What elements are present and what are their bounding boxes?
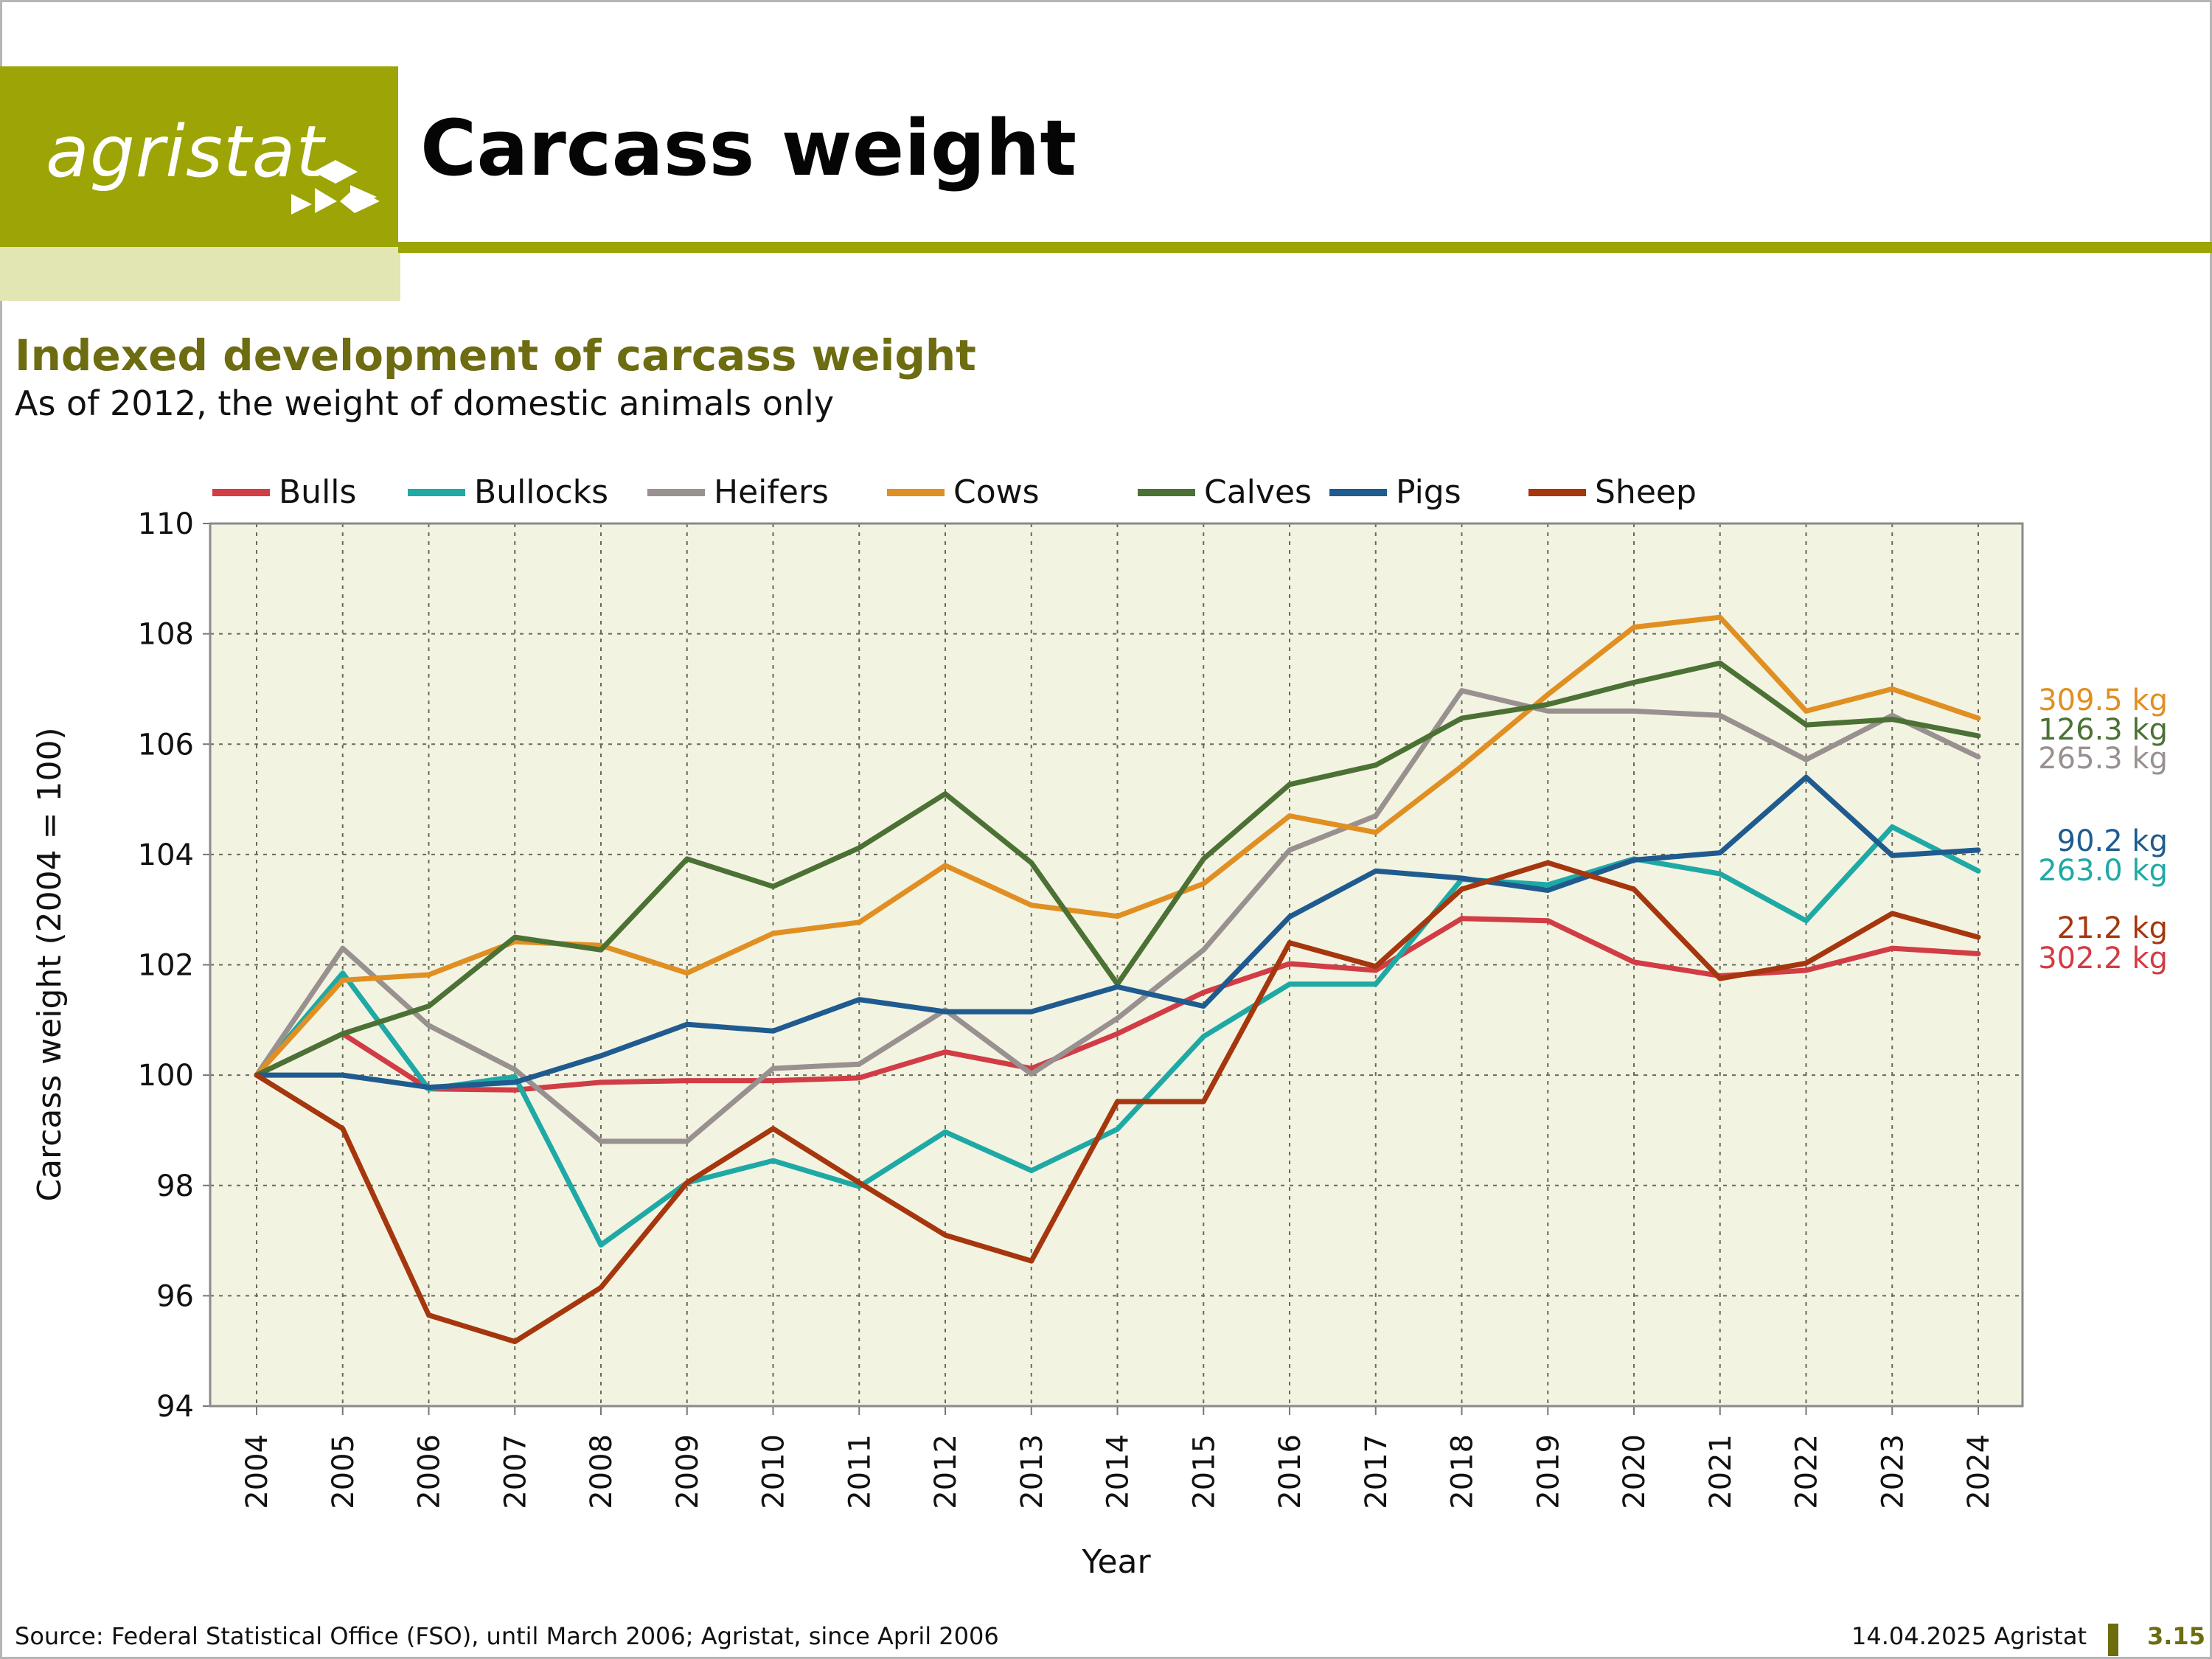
end-label-calves: 126.3 kg <box>2038 713 2168 747</box>
footer-source: Source: Federal Statistical Office (FSO)… <box>15 1622 999 1650</box>
plot-border <box>209 522 2024 1408</box>
x-tick-label: 2010 <box>757 1434 791 1509</box>
series-line-sheep <box>254 860 1981 1344</box>
x-tick-label: 2009 <box>671 1434 705 1509</box>
x-tick-label: 2024 <box>1962 1434 1996 1509</box>
legend-label-pigs: Pigs <box>1396 473 1461 511</box>
y-tick-label: 110 <box>138 507 194 541</box>
chart-subtitle: Indexed development of carcass weight <box>15 330 976 380</box>
end-label-heifers: 265.3 kg <box>2038 742 2168 776</box>
footer-date: 14.04.2025 Agristat <box>1851 1622 2087 1650</box>
end-label-sheep: 21.2 kg <box>2057 911 2168 945</box>
page-title: Carcass weight <box>420 103 1077 193</box>
title-rule <box>398 242 2212 253</box>
legend-label-sheep: Sheep <box>1595 473 1697 511</box>
legend-label-bullocks: Bullocks <box>474 473 608 511</box>
end-label-pigs: 90.2 kg <box>2057 824 2168 858</box>
y-tick-label: 104 <box>138 838 194 872</box>
series-line-calves <box>254 660 1981 1078</box>
x-tick-label: 2020 <box>1618 1434 1652 1509</box>
end-label-cows: 309.5 kg <box>2038 684 2168 717</box>
end-label-bulls: 302.2 kg <box>2038 942 2168 975</box>
x-tick-label: 2008 <box>585 1434 619 1509</box>
series-line-bulls <box>254 916 1981 1093</box>
x-tick-label: 2017 <box>1360 1434 1394 1509</box>
brand-logo-box <box>0 66 398 247</box>
y-axis-title: Carcass weight (2004 = 100) <box>31 727 69 1201</box>
x-tick-label: 2004 <box>240 1434 274 1509</box>
x-tick-label: 2011 <box>843 1434 877 1509</box>
x-tick-label: 2014 <box>1102 1434 1135 1509</box>
x-tick-label: 2005 <box>327 1434 361 1509</box>
series-line-pigs <box>254 774 1981 1091</box>
x-tick-label: 2022 <box>1790 1434 1824 1509</box>
brand-accent-block <box>0 247 400 301</box>
y-tick-label: 108 <box>138 618 194 652</box>
x-tick-label: 2016 <box>1273 1434 1307 1509</box>
x-tick-label: 2015 <box>1187 1434 1221 1509</box>
brand-logo-text: agristat <box>46 111 325 193</box>
x-tick-label: 2021 <box>1704 1434 1738 1509</box>
x-tick-label: 2013 <box>1015 1434 1049 1509</box>
x-tick-label: 2012 <box>929 1434 963 1509</box>
y-tick-label: 106 <box>138 728 194 762</box>
x-tick-label: 2007 <box>498 1434 532 1509</box>
chart-description: As of 2012, the weight of domestic anima… <box>15 383 835 423</box>
x-tick-label: 2006 <box>413 1434 447 1509</box>
x-axis-title: Year <box>1081 1543 1151 1581</box>
y-tick-label: 98 <box>156 1169 194 1203</box>
series-line-bullocks <box>254 824 1981 1248</box>
x-tick-label: 2018 <box>1446 1434 1480 1509</box>
brand-logo-mark-icon <box>291 160 380 215</box>
legend-label-heifers: Heifers <box>714 473 829 511</box>
legend-label-calves: Calves <box>1204 473 1312 511</box>
footer-divider <box>2108 1624 2118 1656</box>
x-tick-label: 2019 <box>1531 1434 1565 1509</box>
legend-label-cows: Cows <box>953 473 1040 511</box>
series-line-heifers <box>254 688 1981 1144</box>
end-label-bullocks: 263.0 kg <box>2038 854 2168 888</box>
y-tick-label: 102 <box>138 949 194 983</box>
y-tick-label: 94 <box>156 1390 194 1424</box>
y-tick-label: 96 <box>156 1279 194 1313</box>
page-number: 3.15 <box>2147 1622 2205 1650</box>
y-tick-label: 100 <box>138 1059 194 1093</box>
legend-label-bulls: Bulls <box>279 473 356 511</box>
x-tick-label: 2023 <box>1876 1434 1910 1509</box>
